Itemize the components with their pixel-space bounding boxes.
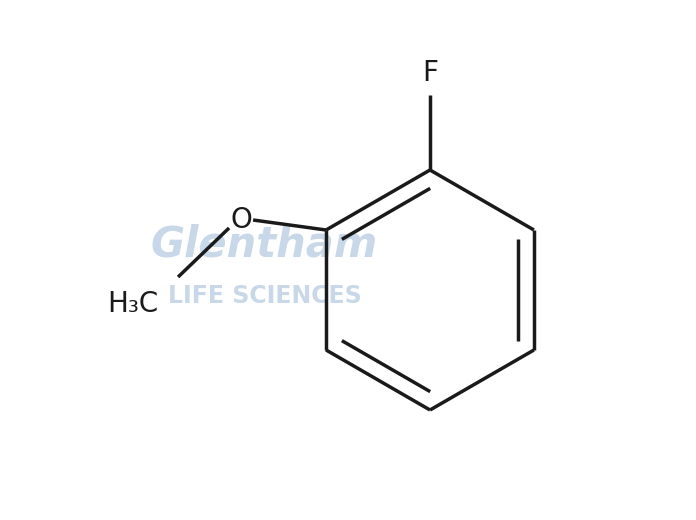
Text: H₃C: H₃C xyxy=(106,290,158,318)
Text: Glentham: Glentham xyxy=(151,224,378,265)
Text: LIFE SCIENCES: LIFE SCIENCES xyxy=(168,284,361,308)
Text: O: O xyxy=(230,206,252,234)
Text: F: F xyxy=(422,59,438,87)
